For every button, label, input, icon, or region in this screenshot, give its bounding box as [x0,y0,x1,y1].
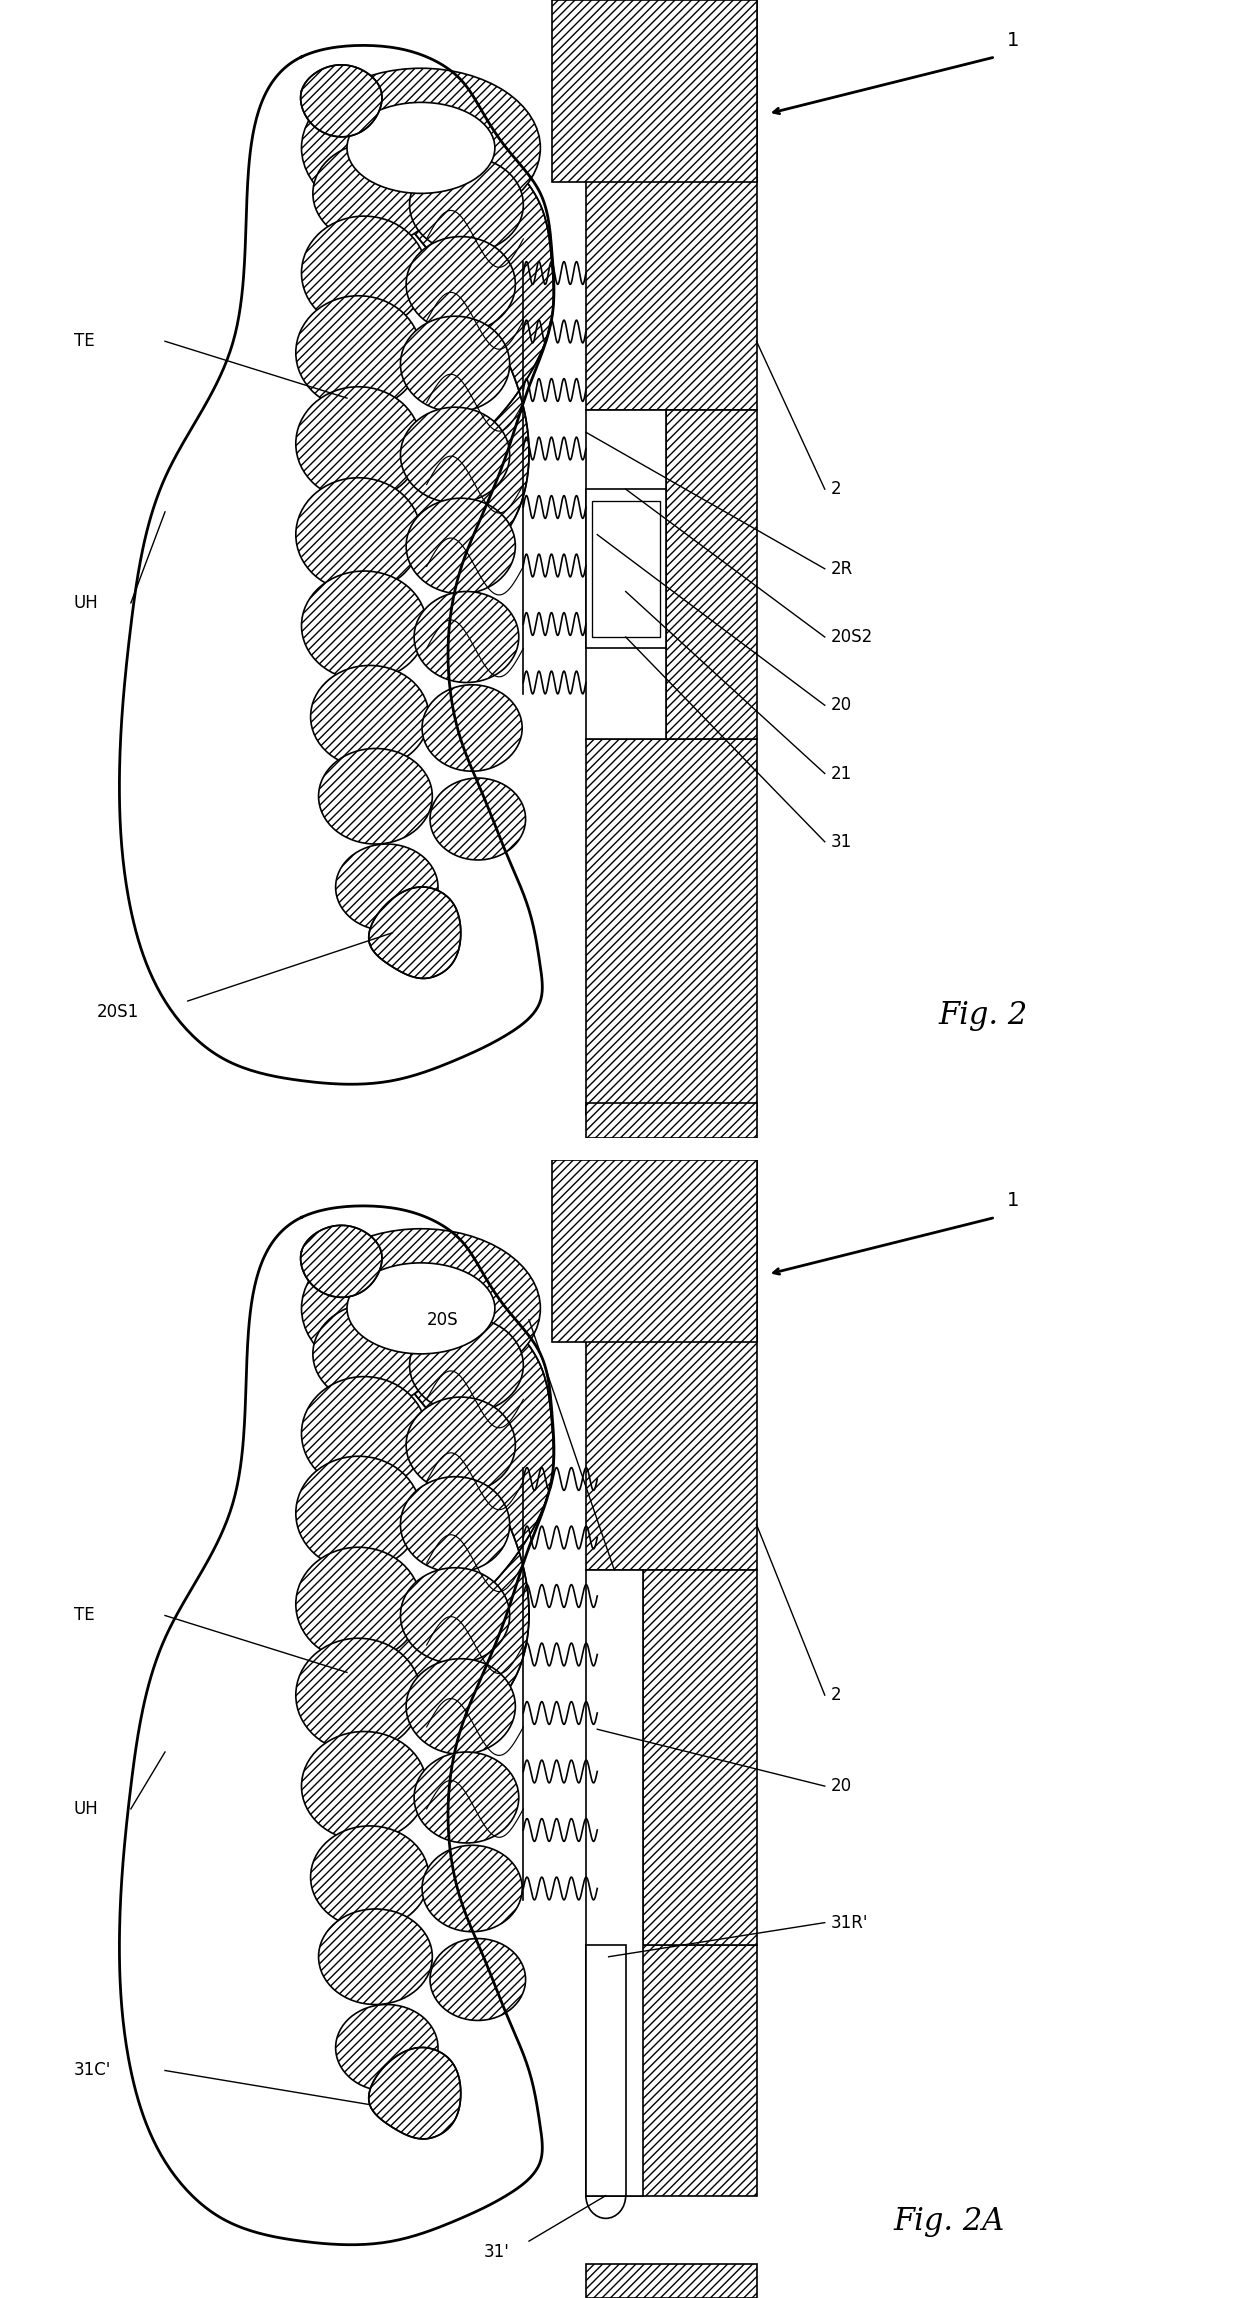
Text: 31C': 31C' [74,2061,112,2080]
Ellipse shape [336,843,438,931]
Text: 2: 2 [831,1687,841,1705]
Text: 20S2: 20S2 [831,627,873,646]
Text: 31': 31' [484,2243,510,2261]
Ellipse shape [401,1567,510,1664]
Bar [585,740,756,1115]
Ellipse shape [407,237,516,333]
Text: 31R': 31R' [831,1914,868,1933]
Polygon shape [368,887,461,979]
Polygon shape [347,1273,553,1733]
Ellipse shape [301,570,427,680]
Bar [585,409,666,740]
Ellipse shape [301,1229,541,1388]
Ellipse shape [409,156,523,253]
Ellipse shape [347,1264,495,1354]
Ellipse shape [296,1547,420,1661]
Bar [585,1946,756,2195]
Ellipse shape [310,1827,429,1928]
Text: 31: 31 [831,832,852,850]
Ellipse shape [401,407,510,503]
Bar [585,1946,626,2195]
Bar [585,0,756,409]
Ellipse shape [422,685,522,772]
Ellipse shape [401,317,510,411]
Ellipse shape [296,296,420,409]
Bar [666,409,756,740]
Text: 1: 1 [1007,1190,1019,1211]
Ellipse shape [301,216,427,331]
Text: 2R: 2R [831,561,853,577]
Text: 1: 1 [1007,30,1019,51]
Bar [642,1570,756,1946]
Ellipse shape [301,1377,427,1491]
Text: 2: 2 [831,480,841,499]
Ellipse shape [296,478,420,591]
Ellipse shape [409,1317,523,1413]
Polygon shape [300,1225,382,1298]
Ellipse shape [296,1638,420,1751]
Ellipse shape [296,386,420,501]
Bar [591,501,660,637]
Text: UH: UH [74,1799,99,1818]
Ellipse shape [296,1457,420,1570]
Ellipse shape [422,1845,522,1933]
Ellipse shape [319,1910,433,2004]
Text: 20S1: 20S1 [97,1004,139,1020]
Text: Fig. 2: Fig. 2 [939,1000,1028,1032]
Ellipse shape [430,779,526,859]
Ellipse shape [407,1397,516,1494]
Ellipse shape [414,1751,518,1843]
Text: 20: 20 [831,696,852,715]
Polygon shape [368,2048,461,2139]
Text: 20: 20 [831,1776,852,1795]
Ellipse shape [310,666,429,768]
Ellipse shape [301,1730,427,1841]
Bar [552,0,756,182]
Ellipse shape [401,1478,510,1572]
Ellipse shape [301,69,541,228]
Bar [585,1103,756,1138]
Text: 20S: 20S [427,1310,459,1328]
Polygon shape [300,64,382,138]
Ellipse shape [312,142,438,244]
Ellipse shape [407,499,516,593]
Text: Fig. 2A: Fig. 2A [893,2206,1004,2236]
Text: TE: TE [74,333,94,349]
Text: TE: TE [74,1606,94,1625]
Bar [585,1570,642,2195]
Bar [585,2264,756,2298]
Polygon shape [347,113,553,572]
Ellipse shape [312,1303,438,1404]
Bar [585,489,666,648]
Ellipse shape [407,1659,516,1753]
Ellipse shape [347,103,495,193]
Ellipse shape [336,2004,438,2091]
Ellipse shape [414,591,518,683]
Bar [552,1160,756,1342]
Text: UH: UH [74,593,99,611]
Ellipse shape [430,1940,526,2020]
Ellipse shape [319,749,433,843]
Text: 21: 21 [831,765,852,784]
Bar [585,1160,756,1570]
